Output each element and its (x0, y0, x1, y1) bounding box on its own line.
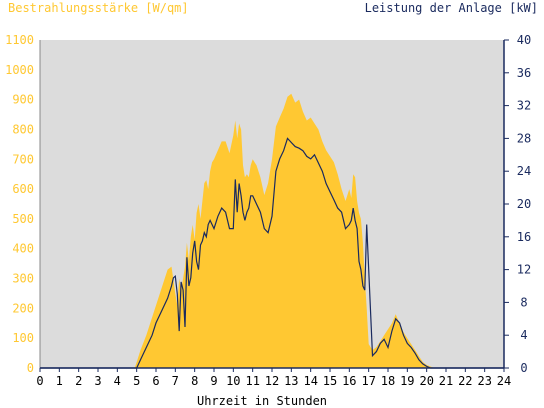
left-tick-label: 100 (12, 331, 34, 345)
left-tick-label: 800 (12, 123, 34, 137)
left-axis-title: Bestrahlungsstärke [W/qm] (8, 1, 189, 15)
x-tick-label: 15 (323, 374, 337, 388)
right-axis-title: Leistung der Anlage [kW] (365, 1, 538, 15)
left-tick-label: 500 (12, 212, 34, 226)
x-tick-label: 22 (458, 374, 472, 388)
left-tick-label: 1000 (5, 63, 34, 77)
left-tick-label: 300 (12, 272, 34, 286)
x-tick-label: 20 (419, 374, 433, 388)
x-tick-label: 2 (75, 374, 82, 388)
left-tick-label: 900 (12, 93, 34, 107)
x-tick-label: 7 (172, 374, 179, 388)
right-tick-label: 36 (517, 66, 531, 80)
x-tick-label: 23 (477, 374, 491, 388)
right-tick-label: 20 (517, 197, 531, 211)
x-tick-label: 1 (56, 374, 63, 388)
x-axis-title: Uhrzeit in Stunden (197, 394, 327, 408)
power-line (40, 137, 504, 369)
x-tick-label: 17 (361, 374, 375, 388)
x-tick-label: 14 (303, 374, 317, 388)
x-tick-label: 5 (133, 374, 140, 388)
x-tick-label: 18 (381, 374, 395, 388)
x-tick-label: 16 (342, 374, 356, 388)
right-tick-label: 16 (517, 230, 531, 244)
left-tick-label: 400 (12, 242, 34, 256)
x-tick-label: 0 (36, 374, 43, 388)
left-tick-label: 1100 (5, 33, 34, 47)
right-tick-label: 28 (517, 131, 531, 145)
right-tick-label: 24 (517, 164, 531, 178)
power-line-layer (40, 137, 504, 369)
x-axis-ticks: 0 1 2 3 4 5 6 7 8 9 10 11 12 13 14 15 16 17 18 19 20 21 22 23 24 (36, 368, 511, 388)
right-tick-label: 0 (520, 361, 527, 375)
x-tick-label: 4 (114, 374, 121, 388)
left-tick-label: 700 (12, 152, 34, 166)
x-tick-label: 3 (94, 374, 101, 388)
right-tick-label: 40 (517, 33, 531, 47)
x-tick-label: 21 (439, 374, 453, 388)
x-tick-label: 24 (497, 374, 511, 388)
x-tick-label: 19 (400, 374, 414, 388)
x-tick-label: 6 (152, 374, 159, 388)
left-tick-label: 600 (12, 182, 34, 196)
x-tick-label: 10 (226, 374, 240, 388)
right-tick-label: 12 (517, 263, 531, 277)
right-tick-label: 32 (517, 99, 531, 113)
irradiance-area-layer (40, 93, 504, 368)
irradiance-area (40, 93, 504, 368)
right-tick-label: 4 (520, 328, 527, 342)
x-tick-label: 8 (191, 374, 198, 388)
left-axis-ticks: 0 100 200 300 400 500 600 700 800 900 1000 1100 (5, 33, 34, 375)
x-tick-label: 12 (265, 374, 279, 388)
x-tick-label: 9 (210, 374, 217, 388)
x-tick-label: 13 (284, 374, 298, 388)
left-tick-label: 200 (12, 301, 34, 315)
right-axis-ticks: 0 4 8 12 16 20 24 28 32 36 40 (504, 33, 531, 375)
x-tick-label: 11 (245, 374, 259, 388)
left-tick-label: 0 (27, 361, 34, 375)
right-tick-label: 8 (520, 295, 527, 309)
